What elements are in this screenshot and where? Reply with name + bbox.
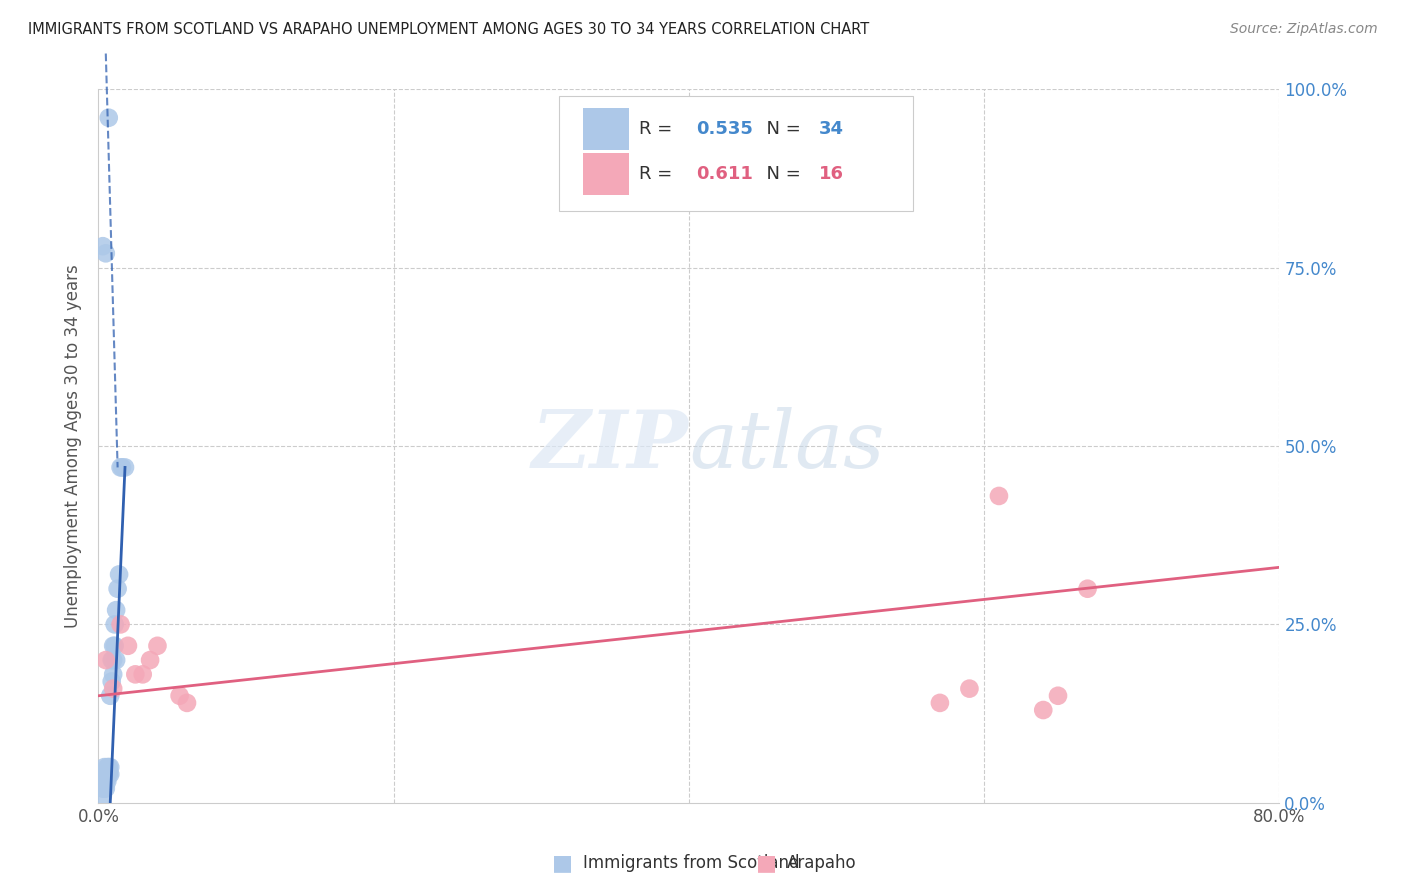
Point [110,460,132,475]
Point [107,582,129,596]
Point [96,760,118,774]
Text: ■: ■ [553,854,572,873]
Point [97,767,120,781]
Point [117,639,139,653]
Point [96,767,118,781]
Point [103,667,125,681]
Point [97,111,120,125]
Point [132,667,155,681]
Text: Immigrants from Scotland: Immigrants from Scotland [583,855,800,872]
Point [94,767,117,781]
Text: Source: ZipAtlas.com: Source: ZipAtlas.com [1230,22,1378,37]
Text: 0.535: 0.535 [696,120,752,137]
Text: ■: ■ [756,854,776,873]
Text: ZIP: ZIP [531,408,689,484]
Point [91,774,114,789]
Point [98,689,121,703]
Point [176,696,198,710]
Point [104,617,127,632]
Point [93,774,115,789]
Point [91,781,114,796]
Point [1032,703,1054,717]
Y-axis label: Unemployment Among Ages 30 to 34 years: Unemployment Among Ages 30 to 34 years [65,264,83,628]
Text: 34: 34 [818,120,844,137]
Point [111,460,134,475]
Point [169,689,191,703]
Point [97,760,120,774]
Point [114,460,136,475]
Text: IMMIGRANTS FROM SCOTLAND VS ARAPAHO UNEMPLOYMENT AMONG AGES 30 TO 34 YEARS CORRE: IMMIGRANTS FROM SCOTLAND VS ARAPAHO UNEM… [28,22,869,37]
Text: 16: 16 [818,165,844,183]
Point [103,639,125,653]
Text: R =: R = [640,120,678,137]
Point [108,567,131,582]
Point [1046,689,1069,703]
Point [105,603,128,617]
Point [94,246,117,260]
Point [94,653,117,667]
Text: N =: N = [755,120,807,137]
Point [124,667,146,681]
Point [987,489,1010,503]
Point [91,789,114,803]
Point [105,653,128,667]
Point [100,653,122,667]
Point [103,681,125,696]
Point [93,781,115,796]
Point [98,760,121,774]
Point [100,674,122,689]
Text: Arapaho: Arapaho [787,855,858,872]
Text: 0.611: 0.611 [696,165,752,183]
Point [94,774,117,789]
Point [1077,582,1099,596]
FancyBboxPatch shape [582,153,628,194]
Point [959,681,981,696]
Point [98,767,121,781]
FancyBboxPatch shape [582,108,628,150]
Text: atlas: atlas [689,408,884,484]
Point [93,760,115,774]
Text: R =: R = [640,165,678,183]
Point [91,239,114,253]
Point [110,617,132,632]
Point [104,639,127,653]
Point [139,653,162,667]
Text: N =: N = [755,165,807,183]
Point [146,639,169,653]
Point [94,781,117,796]
Point [96,774,118,789]
Point [103,653,125,667]
FancyBboxPatch shape [560,96,914,211]
Point [928,696,950,710]
